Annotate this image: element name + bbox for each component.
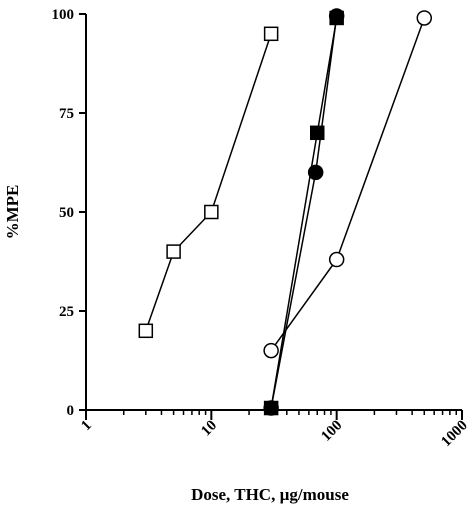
series-1-line [145, 33, 272, 332]
series-group [138, 8, 433, 416]
series-3-point [328, 8, 345, 24]
y-tick-label: 25 [59, 304, 74, 320]
series-3-point [307, 164, 324, 181]
y-tick-label: 50 [59, 205, 74, 221]
series-4-line [270, 17, 426, 352]
series-1-point [166, 244, 181, 259]
y-tick-label: 100 [52, 7, 75, 23]
x-tick-label: 1 [78, 418, 95, 435]
x-tick-label: 10 [198, 418, 220, 440]
y-axis-ticks: 0 25 50 75 100 [52, 7, 86, 419]
series-4-point [416, 10, 433, 26]
x-axis-ticks: 1 10 100 1000 [78, 410, 471, 450]
y-axis-title: %MPE [3, 185, 22, 240]
series-2-point [310, 125, 325, 141]
series-1-point [204, 204, 219, 220]
x-tick-label: 100 [318, 418, 345, 445]
series-1-point [138, 323, 154, 339]
series-4-point [263, 342, 279, 359]
y-tick-label: 75 [59, 106, 74, 122]
y-tick-label: 0 [67, 403, 75, 419]
series-3-point [263, 400, 279, 416]
series-2-line [270, 17, 338, 409]
x-axis-title: Dose, THC, µg/mouse [191, 485, 349, 504]
series-1-point [263, 26, 279, 42]
series-4-point [328, 251, 345, 268]
x-tick-label: 1000 [438, 418, 471, 451]
